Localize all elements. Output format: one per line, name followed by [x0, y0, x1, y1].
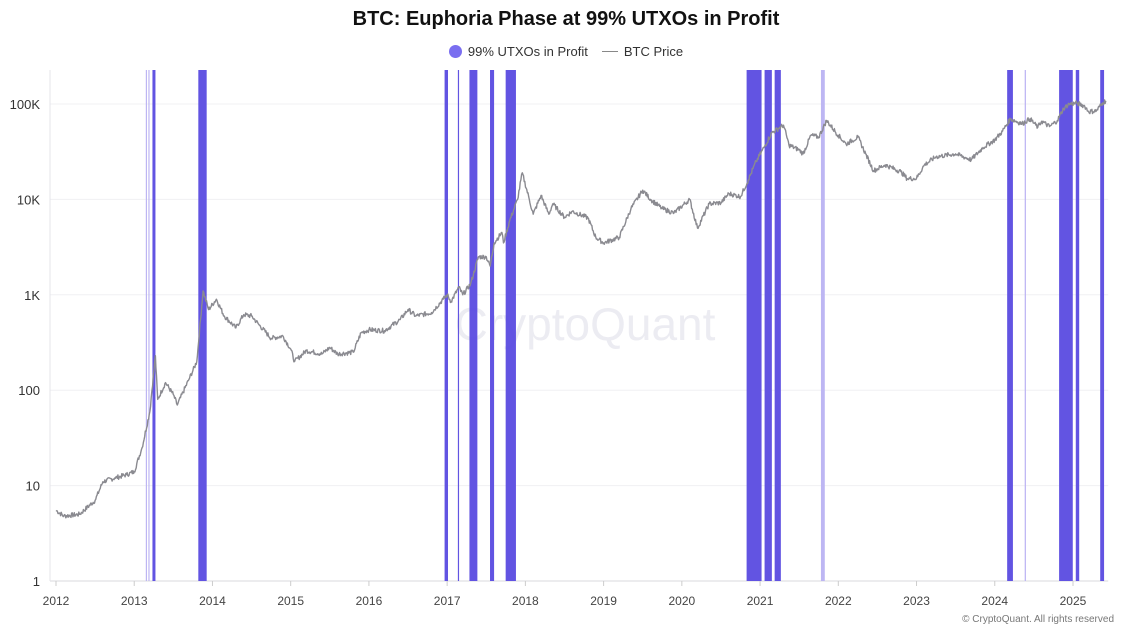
x-tick-label: 2019 [590, 594, 617, 608]
x-tick-label: 2016 [356, 594, 383, 608]
copyright: © CryptoQuant. All rights reserved [962, 614, 1114, 625]
euphoria-band [152, 70, 156, 581]
euphoria-band [774, 70, 781, 581]
euphoria-band [1059, 70, 1073, 581]
legend-item-utxos[interactable]: 99% UTXOs in Profit [448, 44, 588, 59]
euphoria-band [469, 70, 478, 581]
legend: 99% UTXOs in Profit BTC Price [0, 44, 1132, 59]
y-tick-label: 10 [26, 479, 40, 494]
x-tick-label: 2017 [434, 594, 461, 608]
y-tick-label: 100 [18, 383, 40, 398]
euphoria-band [1075, 70, 1080, 581]
euphoria-band [145, 70, 148, 581]
legend-line-icon [601, 51, 618, 52]
euphoria-band [148, 70, 150, 581]
euphoria-band [444, 70, 449, 581]
x-tick-label: 2013 [121, 594, 148, 608]
euphoria-band [1007, 70, 1013, 581]
chart-title: BTC: Euphoria Phase at 99% UTXOs in Prof… [352, 8, 780, 30]
euphoria-band [764, 70, 772, 581]
x-tick-label: 2020 [668, 594, 695, 608]
euphoria-band [746, 70, 762, 581]
watermark: CryptoQuant [455, 298, 716, 350]
euphoria-band [198, 70, 207, 581]
x-tick-label: 2018 [512, 594, 539, 608]
y-tick-label: 1 [33, 574, 40, 589]
euphoria-band [1100, 70, 1105, 581]
x-tick-label: 2025 [1060, 594, 1087, 608]
euphoria-band [490, 70, 495, 581]
y-tick-label: 10K [17, 192, 40, 207]
legend-item-price[interactable]: BTC Price [601, 44, 684, 59]
euphoria-band [457, 70, 460, 581]
x-tick-label: 2024 [981, 594, 1008, 608]
btc-price-line [55, 99, 1107, 519]
legend-dot-icon [448, 45, 462, 58]
y-tick-label: 100K [10, 97, 41, 112]
legend-label: 99% UTXOs in Profit [467, 44, 588, 59]
x-tick-label: 2021 [747, 594, 774, 608]
x-tick-label: 2023 [903, 594, 930, 608]
legend-label: BTC Price [623, 44, 684, 59]
x-tick-label: 2012 [43, 594, 70, 608]
euphoria-band [820, 70, 825, 581]
euphoria-band [1024, 70, 1026, 581]
x-tick-label: 2015 [277, 594, 304, 608]
x-tick-label: 2022 [825, 594, 852, 608]
x-tick-label: 2014 [199, 594, 226, 608]
euphoria-band [505, 70, 516, 581]
y-tick-label: 1K [24, 288, 40, 303]
